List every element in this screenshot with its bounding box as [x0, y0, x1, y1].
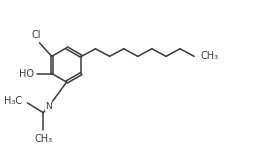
Text: N: N — [45, 102, 52, 111]
Text: HO: HO — [19, 69, 34, 78]
Text: CH₃: CH₃ — [34, 133, 52, 143]
Text: CH₃: CH₃ — [201, 51, 219, 61]
Text: Cl: Cl — [32, 30, 41, 40]
Text: H₃C: H₃C — [4, 96, 22, 106]
